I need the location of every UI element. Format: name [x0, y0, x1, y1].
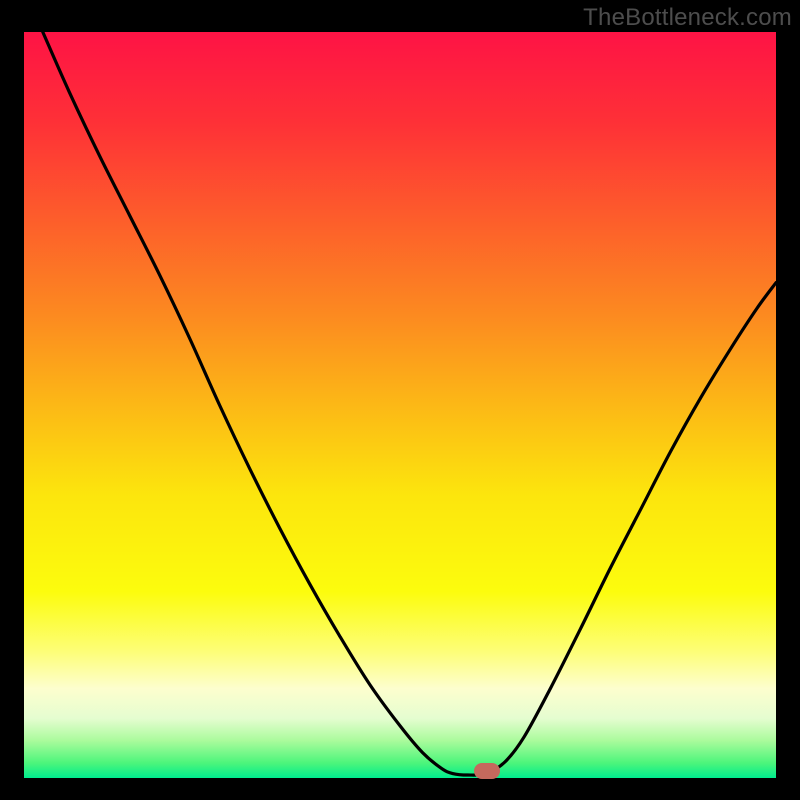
- optimal-point-marker: [474, 763, 500, 779]
- gradient-plot-area: [24, 32, 776, 778]
- watermark-text: TheBottleneck.com: [583, 4, 792, 32]
- chart-container: TheBottleneck.com: [0, 0, 800, 800]
